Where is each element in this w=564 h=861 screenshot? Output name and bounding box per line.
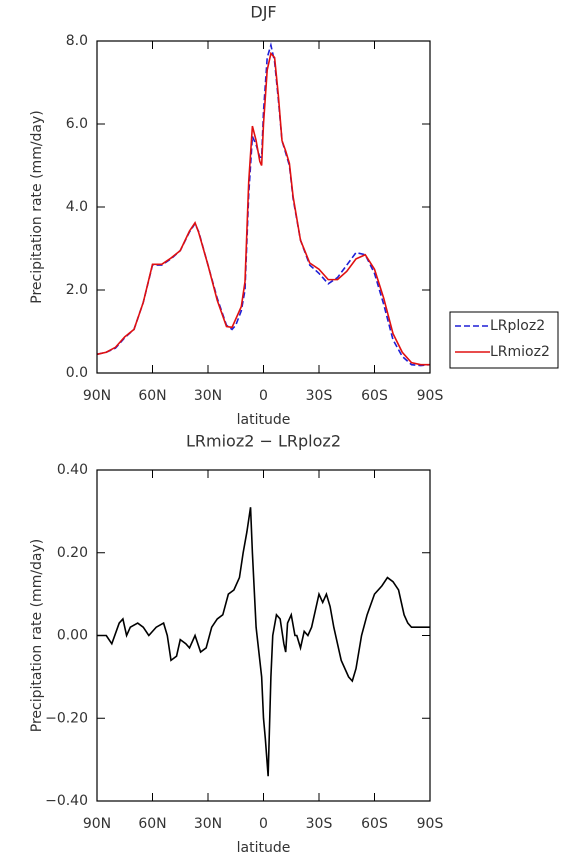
y-axis-label: Precipitation rate (mm/day) <box>29 539 45 733</box>
y-tick-label: −0.20 <box>45 710 88 726</box>
chart-title: DJF <box>250 3 276 22</box>
legend-label: LRploz2 <box>490 318 545 334</box>
x-tick-label: 0 <box>259 816 268 832</box>
y-tick-label: 0.0 <box>66 365 88 381</box>
data-line <box>97 507 430 777</box>
x-tick-label: 60N <box>138 816 166 832</box>
x-axis-label: latitude <box>237 412 291 428</box>
y-tick-label: 0.00 <box>57 628 88 644</box>
x-tick-label: 60S <box>361 388 388 404</box>
y-tick-label: 2.0 <box>66 282 88 298</box>
x-tick-label: 60S <box>361 816 388 832</box>
plot-frame <box>96 40 431 374</box>
data-line <box>96 51 430 366</box>
data-line <box>96 41 431 367</box>
x-tick-label: 90N <box>83 388 111 404</box>
legend-box <box>449 311 559 369</box>
y-tick-label: 4.0 <box>66 199 88 215</box>
x-tick-label: 60N <box>138 388 166 404</box>
x-tick-label: 0 <box>259 388 268 404</box>
y-tick-label: 0.40 <box>57 462 88 478</box>
y-tick-label: −0.40 <box>45 793 88 809</box>
x-tick-label: 30N <box>194 816 222 832</box>
legend-label: LRmioz2 <box>490 344 550 360</box>
plot-frame <box>96 469 431 802</box>
x-tick-label: 90S <box>417 816 444 832</box>
y-tick-label: 0.20 <box>57 545 88 561</box>
x-tick-label: 30N <box>194 388 222 404</box>
y-tick-label: 6.0 <box>66 116 88 132</box>
y-tick-label: 8.0 <box>66 33 88 49</box>
x-tick-label: 30S <box>306 388 333 404</box>
y-axis-label: Precipitation rate (mm/day) <box>29 110 45 304</box>
x-tick-label: 90S <box>417 388 444 404</box>
x-axis-label: latitude <box>237 840 291 856</box>
x-tick-label: 30S <box>306 816 333 832</box>
x-tick-label: 90N <box>83 816 111 832</box>
chart-title: LRmioz2 − LRploz2 <box>186 432 341 451</box>
